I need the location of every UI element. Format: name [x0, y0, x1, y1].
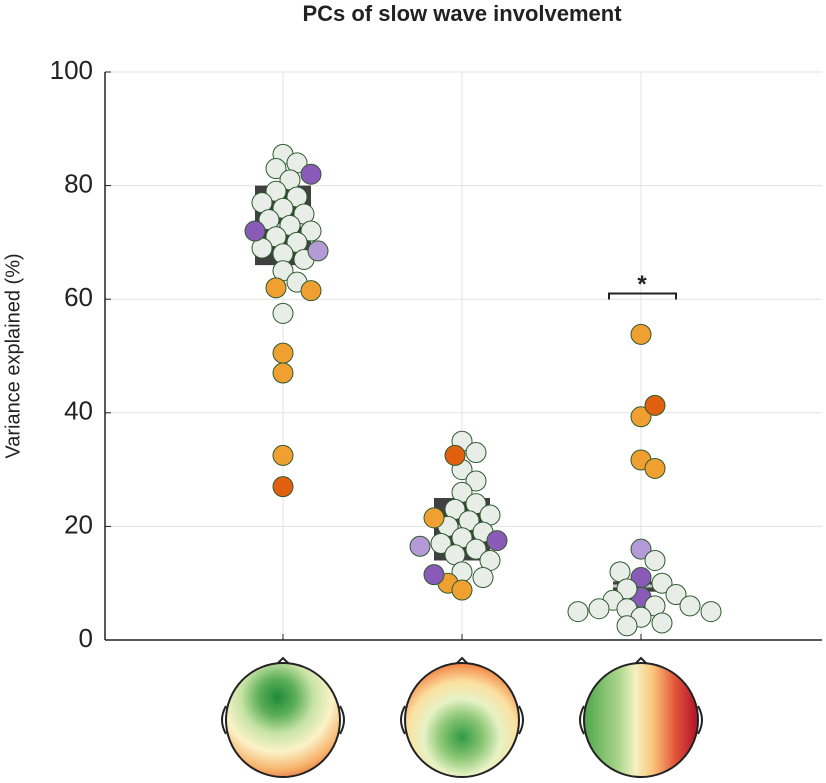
y-tick-label: 40: [64, 396, 93, 426]
data-point: [307, 240, 329, 262]
topomap: [221, 656, 345, 778]
data-point: [651, 612, 673, 634]
data-point: [644, 457, 666, 479]
data-point: [272, 444, 294, 466]
y-tick-label: 20: [64, 509, 93, 539]
significance-bracket: [608, 292, 677, 300]
data-point: [567, 601, 589, 623]
topomap: [579, 656, 703, 778]
data-point: [300, 163, 322, 185]
data-point: [272, 476, 294, 498]
data-point: [651, 572, 673, 594]
data-point: [465, 538, 487, 560]
y-tick-label: 100: [50, 55, 93, 85]
significance-label: *: [637, 271, 647, 298]
data-point: [265, 277, 287, 299]
data-point: [644, 394, 666, 416]
data-point: [700, 601, 722, 623]
data-point: [272, 342, 294, 364]
data-point: [300, 220, 322, 242]
data-point: [300, 280, 322, 302]
data-point: [630, 538, 652, 560]
data-point: [679, 595, 701, 617]
y-tick-label: 80: [64, 168, 93, 198]
data-point: [423, 564, 445, 586]
data-point: [630, 323, 652, 345]
data-point: [272, 362, 294, 384]
data-point: [472, 567, 494, 589]
y-tick-label: 60: [64, 282, 93, 312]
grid: 0 20 40 60 80 100: [50, 55, 822, 653]
data-point: [465, 470, 487, 492]
data-point: [644, 549, 666, 571]
data-point: [265, 158, 287, 180]
data-point: [409, 535, 431, 557]
data-point: [630, 406, 652, 428]
data-point: [430, 532, 452, 554]
data-point: [451, 579, 473, 601]
data-point: [444, 444, 466, 466]
chart-title: PCs of slow wave involvement: [302, 1, 622, 26]
plot-area: *: [244, 143, 722, 637]
data-point: [616, 615, 638, 637]
data-point: [423, 507, 445, 529]
data-point: [665, 584, 687, 606]
y-tick-label: 0: [79, 623, 93, 653]
data-point: [244, 220, 266, 242]
topomap: [400, 656, 524, 778]
data-point: [588, 598, 610, 620]
data-point: [272, 302, 294, 324]
data-point: [465, 442, 487, 464]
y-axis-label: Variance explained (%): [2, 253, 24, 458]
data-point: [486, 530, 508, 552]
